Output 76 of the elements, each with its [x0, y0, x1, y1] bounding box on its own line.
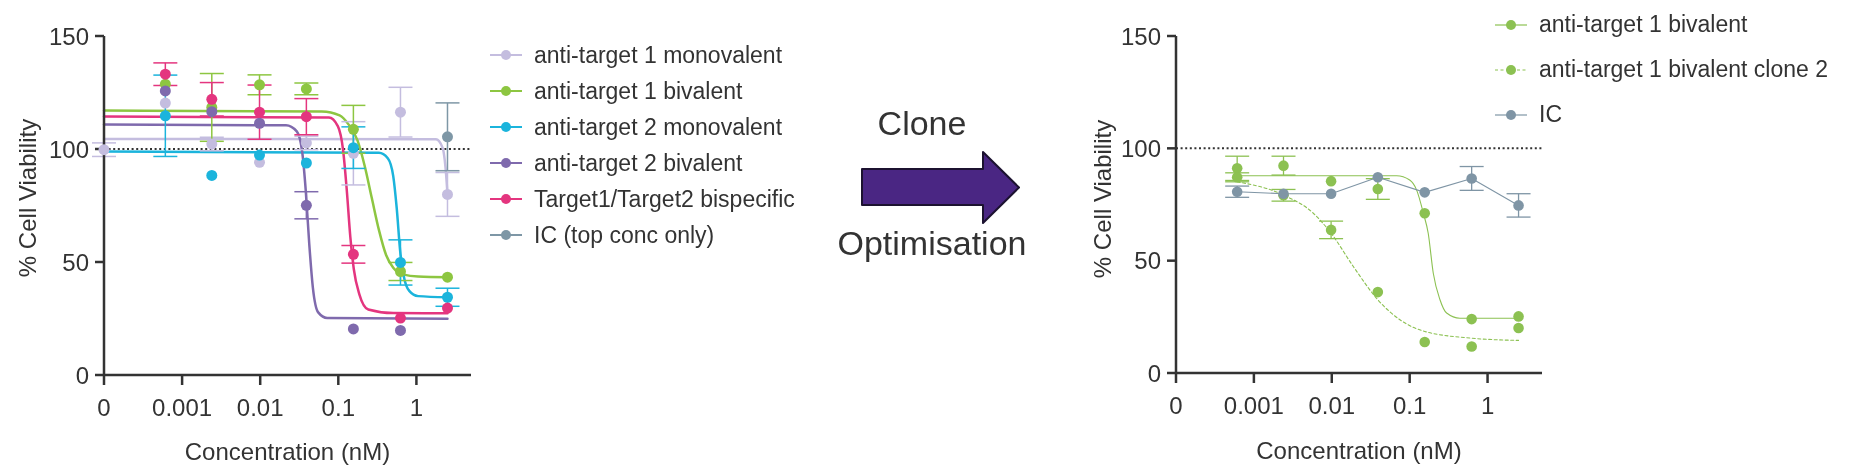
point — [1325, 175, 1337, 187]
point — [347, 123, 359, 135]
y-axis-title: % Cell Viability — [13, 118, 41, 278]
y-tick-label: 0 — [75, 361, 89, 389]
legend-label: anti-target 1 monovalent — [534, 41, 783, 69]
point — [1231, 163, 1243, 174]
point — [1325, 188, 1337, 200]
x-tick-label: 1 — [1480, 392, 1495, 420]
point — [206, 93, 218, 105]
point — [1466, 313, 1477, 325]
y-tick-label: 150 — [1120, 22, 1161, 50]
x-tick-label: 0.001 — [152, 394, 213, 422]
point — [394, 256, 406, 268]
point — [254, 106, 266, 118]
legend-label: anti-target 2 bivalent — [534, 149, 743, 177]
point — [206, 169, 218, 181]
legend-label: anti-target 1 bivalent — [1539, 11, 1748, 38]
point — [441, 271, 453, 283]
point — [347, 248, 359, 260]
point — [1372, 172, 1384, 183]
point — [394, 324, 406, 336]
y-tick-label: 150 — [48, 22, 89, 50]
point — [254, 149, 266, 161]
x-tick-label: 0.1 — [321, 394, 355, 422]
point — [300, 199, 312, 211]
text: Clone — [877, 104, 967, 142]
point — [1513, 200, 1524, 211]
point — [159, 110, 171, 122]
x-tick-label: 0.01 — [1308, 392, 1356, 420]
y-tick-label: 100 — [48, 135, 89, 163]
point — [1513, 322, 1524, 334]
x-tick-label: 1 — [409, 394, 424, 422]
point — [1231, 172, 1243, 183]
point — [1466, 341, 1477, 352]
x-tick-label: 0 — [97, 394, 111, 422]
point — [159, 68, 171, 80]
point — [1372, 286, 1384, 298]
point — [441, 302, 453, 314]
x-tick-label: 0.01 — [236, 394, 284, 422]
x-axis-title: Concentration (nM) — [184, 437, 391, 465]
point — [347, 323, 359, 335]
point — [1325, 224, 1337, 236]
x-tick-label: 0 — [1169, 392, 1183, 420]
point — [394, 266, 406, 277]
point — [1231, 186, 1243, 197]
point — [441, 291, 453, 303]
point — [254, 79, 266, 91]
point — [300, 83, 312, 95]
point — [300, 157, 312, 169]
y-tick-label: 50 — [1134, 247, 1161, 275]
x-axis-title: Concentration (nM) — [1256, 436, 1462, 464]
point — [159, 85, 171, 97]
x-tick-label: 0.001 — [1223, 392, 1284, 420]
legend-label: anti-target 2 monovalent — [534, 113, 783, 141]
y-tick-label: 50 — [62, 248, 89, 276]
point — [206, 106, 218, 118]
point — [300, 111, 312, 123]
point — [1372, 183, 1384, 195]
point — [1419, 207, 1431, 219]
legend-label: IC (top conc only) — [534, 221, 715, 249]
point — [1278, 160, 1289, 171]
y-axis-title: % Cell Viability — [1088, 119, 1116, 279]
point — [254, 117, 266, 129]
legend-label: Target1/Target2 bispecific — [534, 185, 795, 213]
point — [1419, 187, 1431, 198]
y-tick-label: 0 — [1147, 359, 1161, 387]
text: Optimisation — [837, 224, 1027, 262]
point — [347, 142, 359, 154]
legend-label: anti-target 1 bivalent — [534, 77, 743, 105]
point — [1419, 336, 1431, 348]
legend-label: anti-target 1 bivalent clone 2 — [1539, 56, 1828, 83]
x-tick-label: 0.1 — [1392, 392, 1427, 420]
point — [1466, 173, 1477, 184]
point — [1513, 311, 1524, 322]
legend-label: IC — [1539, 101, 1562, 128]
y-tick-label: 100 — [1120, 134, 1161, 162]
